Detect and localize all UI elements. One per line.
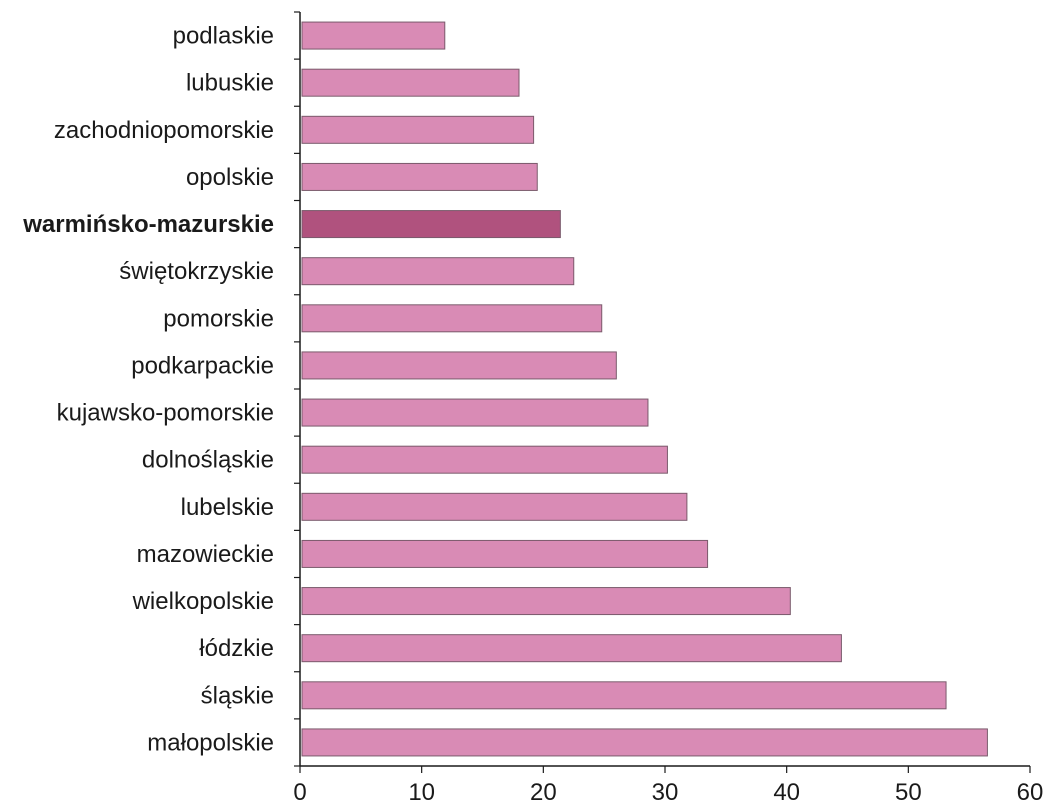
bar-opolskie [301,162,538,191]
category-label-podlaskie: podlaskie [173,23,274,50]
x-tick-label-20: 20 [530,779,557,806]
category-label-lubuskie: lubuskie [186,70,274,97]
bar-pomorskie [301,304,603,333]
bar-dolnoslaskie [301,445,668,474]
bar-mazowieckie [301,539,709,568]
bar-slaskie [301,681,947,710]
category-label-lodzkie: łódzkie [199,635,274,662]
bar-kujawsko-pomorskie [301,398,649,427]
category-label-pomorskie: pomorskie [163,305,274,332]
category-label-slaskie: śląskie [201,682,274,709]
bar-zachodniopomorskie [301,115,535,144]
x-tick-label-50: 50 [895,779,922,806]
category-label-wielkopolskie: wielkopolskie [132,588,274,615]
category-label-kujawsko-pomorskie: kujawsko-pomorskie [57,400,274,427]
x-tick-label-30: 30 [652,779,679,806]
category-label-swietokrzyskie: świętokrzyskie [119,258,274,285]
category-label-malopolskie: małopolskie [147,729,274,756]
category-label-lubelskie: lubelskie [181,494,274,521]
bar-swietokrzyskie [301,257,575,286]
category-label-opolskie: opolskie [186,164,274,191]
category-label-mazowieckie: mazowieckie [137,541,274,568]
category-label-warminsko-mazurskie: warmińsko-mazurskie [22,211,274,238]
x-tick-label-10: 10 [408,779,435,806]
axes: 0 10 20 30 40 50 60 [293,11,1044,806]
bar-podlaskie [301,21,446,50]
bar-warminsko-mazurskie [301,210,561,239]
bar-lubuskie [301,68,520,97]
bars-layer [301,21,988,757]
x-tick-label-0: 0 [293,779,306,806]
category-label-podkarpackie: podkarpackie [131,352,274,379]
bar-wielkopolskie [301,587,791,616]
x-tick-label-60: 60 [1017,779,1044,806]
bar-lubelskie [301,492,688,521]
category-labels: podlaskie lubuskie zachodniopomorskie opols… [22,23,274,757]
bar-lodzkie [301,634,842,663]
bar-podkarpackie [301,351,617,380]
category-label-dolnoslaskie: dolnośląskie [142,447,274,474]
bar-malopolskie [301,728,988,757]
x-tick-label-40: 40 [773,779,800,806]
category-label-zachodniopomorskie: zachodniopomorskie [54,117,274,144]
